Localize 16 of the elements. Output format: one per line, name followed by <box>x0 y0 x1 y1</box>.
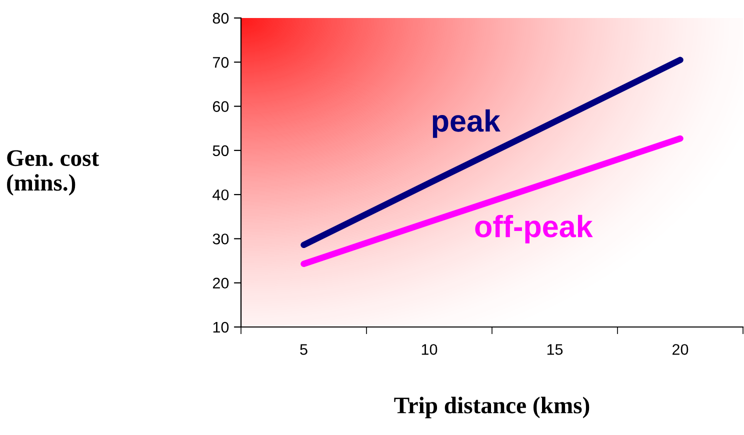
y-axis-title: Gen. cost (mins.) <box>7 150 100 196</box>
y-tick-label: 80 <box>212 12 229 24</box>
series-label: peak <box>432 109 501 138</box>
y-tick-label: 10 <box>213 322 229 333</box>
y-tick-label: 50 <box>212 145 229 156</box>
x-tick-label: 10 <box>422 344 438 355</box>
y-tick-label: 60 <box>212 101 229 112</box>
y-tick-label: 30 <box>212 234 229 244</box>
x-tick-label: 15 <box>547 344 563 355</box>
y-tick-label: 40 <box>212 189 229 200</box>
series-label: off-peak <box>475 214 593 244</box>
x-tick-label: 5 <box>300 344 308 355</box>
y-tick-label: 70 <box>212 57 229 68</box>
x-axis-title: Trip distance (kms) <box>394 396 590 418</box>
x-tick-label: 20 <box>672 344 688 355</box>
y-tick-label: 20 <box>212 278 229 289</box>
